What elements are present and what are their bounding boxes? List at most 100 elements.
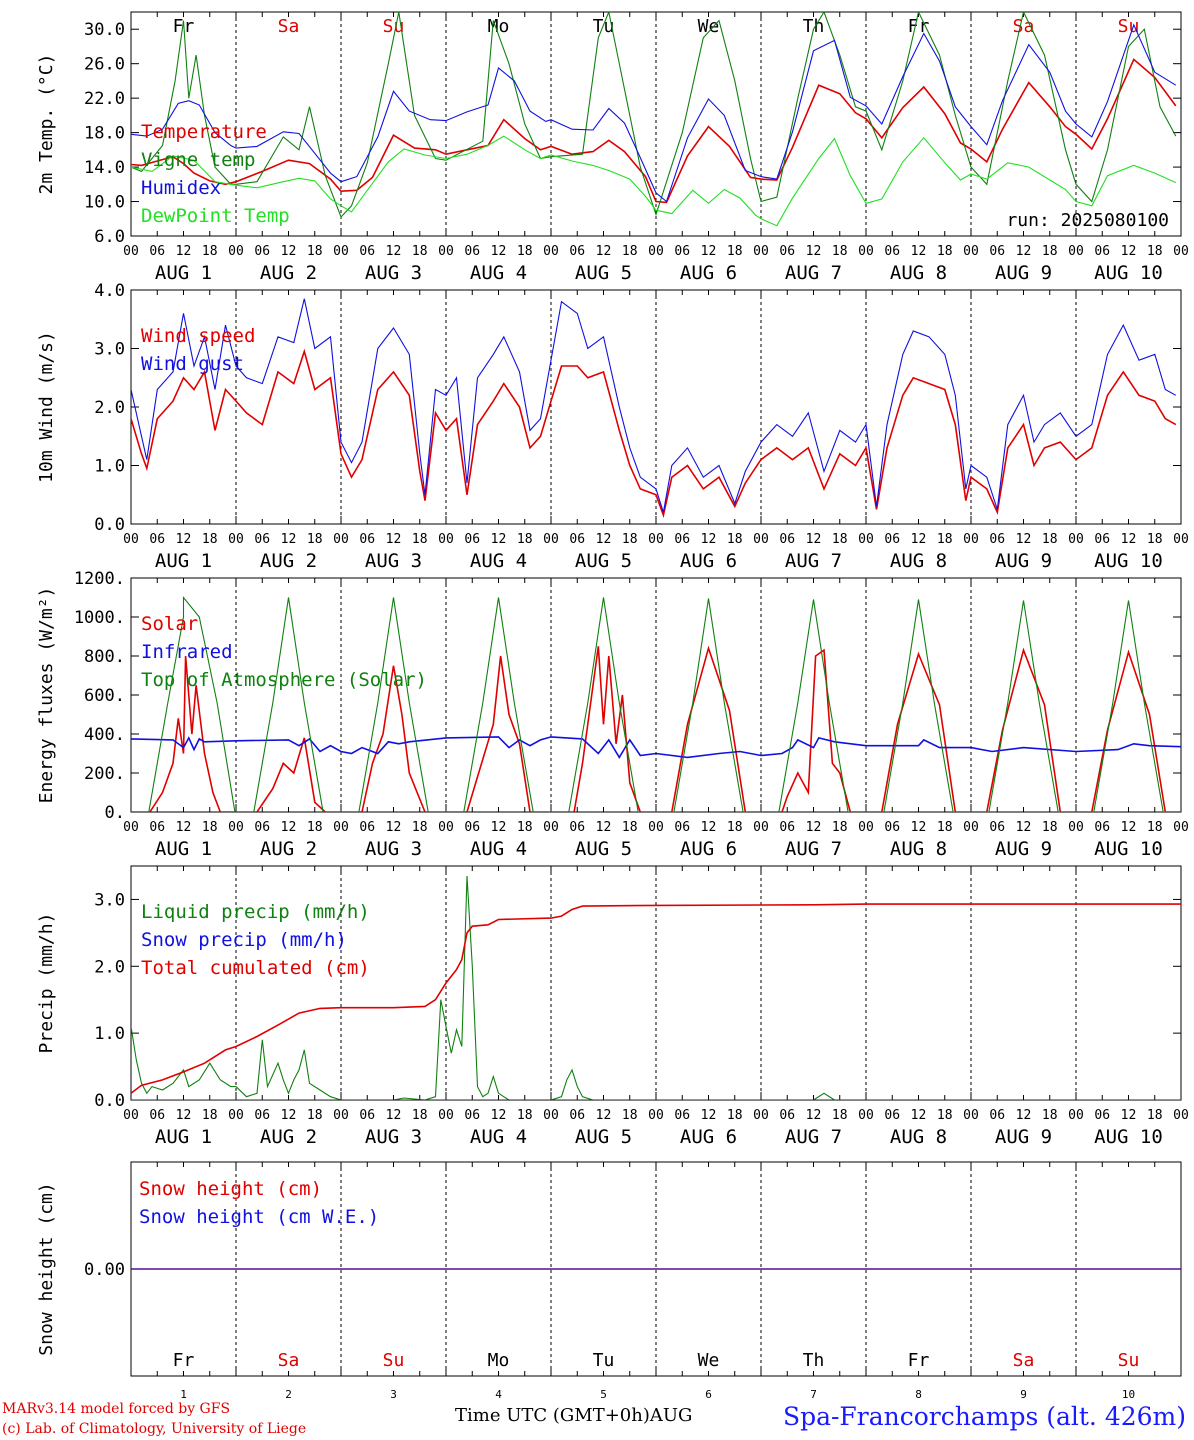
day-number-bottom: 2: [285, 1388, 292, 1401]
energy-hour-label: 12: [386, 820, 402, 835]
energy-series-top-of-atmosphere-solar-: [131, 595, 1181, 812]
precip-series-total-cumulated-cm-: [131, 903, 1181, 1094]
wind-date-label: AUG 8: [890, 550, 947, 572]
energy-hour-label: 00: [1068, 820, 1084, 835]
wind-hour-label: 06: [464, 532, 480, 547]
wind-hour-label: 06: [779, 532, 795, 547]
energy-date-label: AUG 5: [575, 838, 632, 860]
energy-ytick-label: 400.: [84, 725, 125, 745]
wind-hour-label: 12: [1016, 532, 1032, 547]
day-name-bottom: Fr: [908, 1350, 930, 1371]
temp-frame: [130, 11, 1182, 237]
day-name-bottom: We: [698, 1350, 720, 1371]
temp-hour-label: 12: [1121, 244, 1137, 259]
wind-hour-label: 12: [281, 532, 297, 547]
wind-hour-label: 12: [1121, 532, 1137, 547]
precip-hour-label: 12: [911, 1108, 927, 1123]
temp-date-label: AUG 4: [470, 262, 527, 284]
wind-series-wind-gust: [131, 298, 1177, 513]
day-name-top: Th: [803, 16, 825, 37]
precip-hour-label: 00: [963, 1108, 979, 1123]
wind-hour-label: 00: [543, 532, 559, 547]
temp-hour-label: 12: [386, 244, 402, 259]
energy-hour-label: 18: [1042, 820, 1058, 835]
temp-hour-label: 00: [123, 244, 139, 259]
energy-date-label: AUG 9: [995, 838, 1052, 860]
energy-hour-label: 00: [543, 820, 559, 835]
precip-hour-label: 06: [149, 1108, 165, 1123]
precip-hour-label: 00: [123, 1108, 139, 1123]
precip-date-label: AUG 10: [1094, 1126, 1163, 1148]
temp-hour-label: 12: [701, 244, 717, 259]
day-name-bottom: Sa: [1013, 1350, 1035, 1371]
temp-hour-label: 12: [176, 244, 192, 259]
energy-hour-label: 06: [359, 820, 375, 835]
wind-hour-label: 00: [963, 532, 979, 547]
energy-hour-label: 06: [674, 820, 690, 835]
wind-hour-label: 12: [596, 532, 612, 547]
wind-ytick-label: 4.0: [94, 281, 125, 301]
wind-hour-label: 00: [333, 532, 349, 547]
wind-ytick-label: 0.0: [94, 515, 125, 535]
snow-legend-snow-height-cm-: Snow height (cm): [139, 1178, 322, 1200]
precip-hour-label: 06: [779, 1108, 795, 1123]
day-name-bottom: Su: [1118, 1350, 1140, 1371]
wind-ytick-label: 1.0: [94, 457, 125, 477]
wind-hour-label: 12: [386, 532, 402, 547]
energy-ytick-label: 600.: [84, 686, 125, 706]
energy-hour-label: 12: [596, 820, 612, 835]
temp-date-label: AUG 7: [785, 262, 842, 284]
day-name-bottom: Fr: [173, 1350, 195, 1371]
precip-hour-label: 00: [753, 1108, 769, 1123]
precip-hour-label: 12: [596, 1108, 612, 1123]
wind-date-label: AUG 1: [155, 550, 212, 572]
precip-hour-label: 06: [989, 1108, 1005, 1123]
precip-hour-label: 12: [281, 1108, 297, 1123]
temp-ytick-label: 10.0: [84, 193, 125, 213]
energy-date-label: AUG 6: [680, 838, 737, 860]
precip-hour-label: 18: [937, 1108, 953, 1123]
precip-hour-label: 06: [359, 1108, 375, 1123]
precip-hour-label: 12: [1016, 1108, 1032, 1123]
wind-hour-label: 18: [622, 532, 638, 547]
precip-hour-label: 18: [307, 1108, 323, 1123]
energy-ytick-label: 0.: [105, 803, 125, 823]
energy-date-label: AUG 8: [890, 838, 947, 860]
energy-hour-label: 06: [569, 820, 585, 835]
energy-hour-label-final: 00: [1173, 820, 1189, 835]
temp-date-label: AUG 9: [995, 262, 1052, 284]
temp-date-label: AUG 1: [155, 262, 212, 284]
precip-date-label: AUG 6: [680, 1126, 737, 1148]
wind-hour-label: 18: [307, 532, 323, 547]
temp-ytick-label: 18.0: [84, 124, 125, 144]
temp-date-label: AUG 10: [1094, 262, 1163, 284]
energy-ylabel: Energy fluxes (W/m²): [36, 587, 57, 804]
precip-hour-label: 12: [701, 1108, 717, 1123]
temp-legend-dewpoint-temp: DewPoint Temp: [141, 205, 290, 227]
energy-series-solar: [131, 645, 1181, 812]
wind-legend-wind-gust: Wind gust: [141, 353, 244, 375]
wind-date-label: AUG 10: [1094, 550, 1163, 572]
day-number-bottom: 6: [705, 1388, 712, 1401]
temp-date-label: AUG 8: [890, 262, 947, 284]
temp-hour-label: 18: [832, 244, 848, 259]
precip-ytick-label: 3.0: [94, 890, 125, 910]
wind-hour-label: 18: [727, 532, 743, 547]
day-name-top: Tu: [593, 16, 615, 37]
temp-hour-label: 06: [674, 244, 690, 259]
temp-series-vigne-temp: [131, 12, 1177, 219]
temp-hour-label: 06: [569, 244, 585, 259]
wind-date-label: AUG 6: [680, 550, 737, 572]
wind-hour-label: 00: [858, 532, 874, 547]
wind-hour-label-final: 00: [1173, 532, 1189, 547]
temp-hour-label: 06: [149, 244, 165, 259]
wind-hour-label: 06: [569, 532, 585, 547]
temp-hour-label: 18: [622, 244, 638, 259]
temp-hour-label: 12: [1016, 244, 1032, 259]
temp-hour-label: 18: [1042, 244, 1058, 259]
energy-series-infrared: [131, 736, 1181, 759]
day-name-bottom: Su: [383, 1350, 405, 1371]
wind-ytick-label: 3.0: [94, 340, 125, 360]
precip-hour-label: 12: [1121, 1108, 1137, 1123]
precip-date-label: AUG 9: [995, 1126, 1052, 1148]
